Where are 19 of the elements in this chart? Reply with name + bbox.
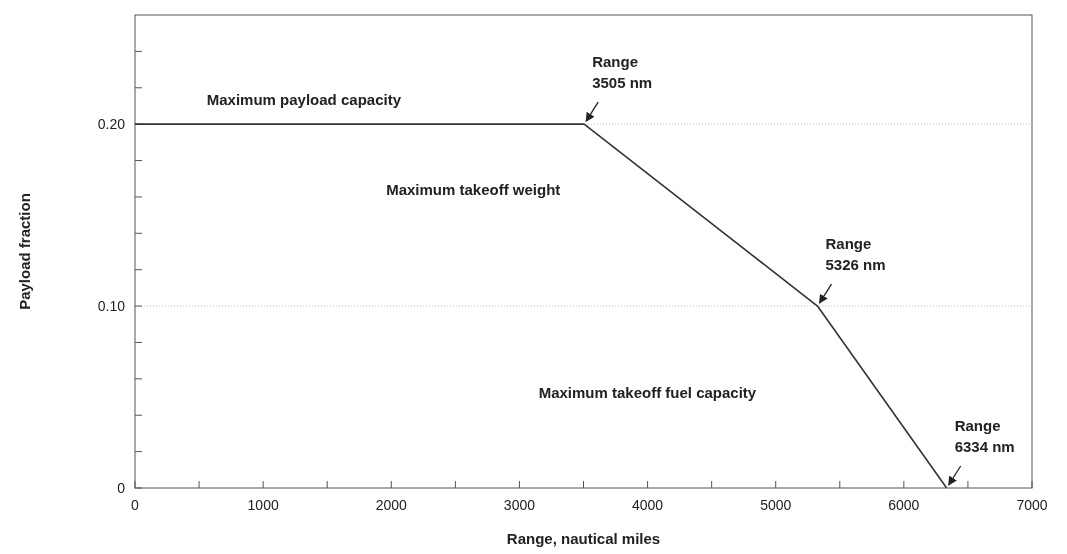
x-tick-label: 5000 <box>760 497 792 513</box>
x-tick-label: 6000 <box>888 497 920 513</box>
x-tick-label: 2000 <box>375 497 408 513</box>
annotation: Maximum takeoff fuel capacity <box>538 384 757 402</box>
x-tick-label: 4000 <box>631 497 664 513</box>
x-tick-label: 3000 <box>503 497 536 513</box>
x-tick-label: 7000 <box>1016 497 1048 513</box>
annotation: Range 5326 nm <box>825 235 886 274</box>
annotation: Maximum takeoff weight <box>386 180 561 198</box>
y-tick-label: 0.10 <box>97 298 126 315</box>
y-tick-label: 0.20 <box>97 116 126 133</box>
x-axis-title: Range, nautical miles <box>506 530 661 547</box>
x-tick-label: 1000 <box>247 497 279 513</box>
annotation: Range 6334 nm <box>954 417 1015 455</box>
annotation: Range 3505 nm <box>592 53 653 92</box>
y-tick-label: 0 <box>117 480 126 496</box>
y-axis-title: Payload fraction <box>16 193 33 310</box>
x-tick-label: 0 <box>131 497 140 513</box>
annotation: Maximum payload capacity <box>206 90 402 108</box>
